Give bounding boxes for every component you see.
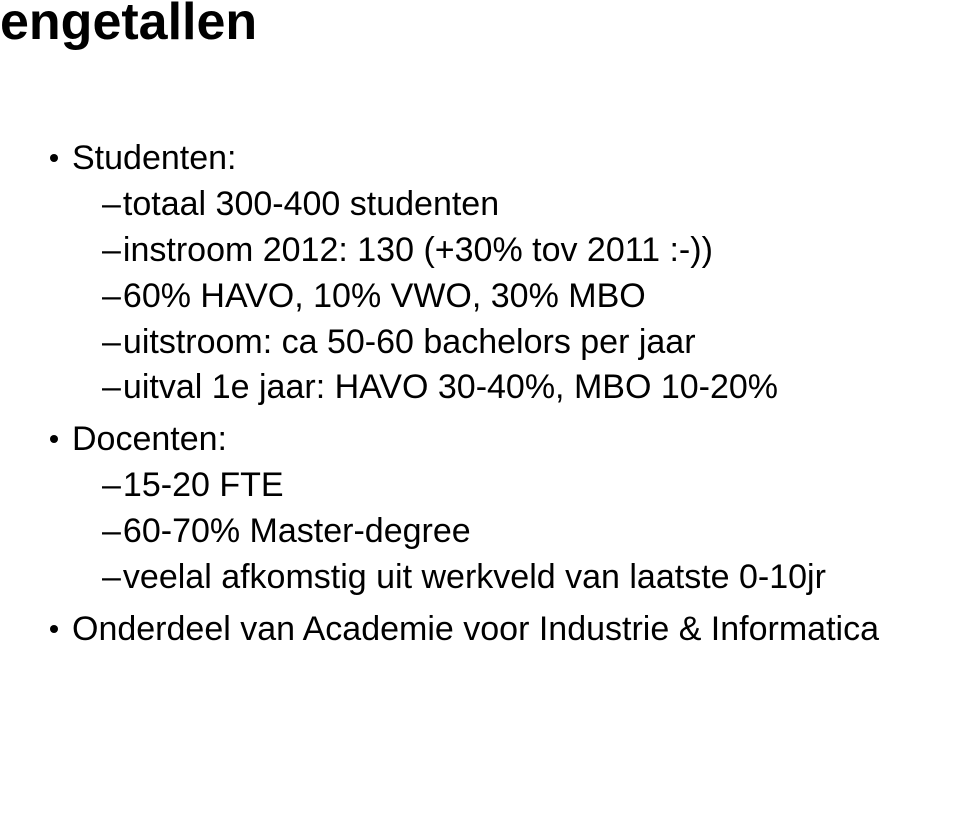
slide-body: Studenten: – totaal 300-400 studenten – … — [50, 130, 950, 653]
bullet-studenten: Studenten: — [50, 136, 950, 182]
subbullet: – 60-70% Master-degree — [102, 509, 950, 555]
bullet-icon — [50, 154, 58, 162]
dash-icon: – — [102, 509, 121, 555]
bullet-icon — [50, 435, 58, 443]
subbullet: – 15-20 FTE — [102, 463, 950, 509]
dash-icon: – — [102, 463, 121, 509]
subbullet-text: uitstroom: ca 50-60 bachelors per jaar — [123, 320, 950, 366]
dash-icon: – — [102, 320, 121, 366]
subbullet-text: instroom 2012: 130 (+30% tov 2011 :-)) — [123, 228, 950, 274]
dash-icon: – — [102, 274, 121, 320]
subbullet: – instroom 2012: 130 (+30% tov 2011 :-)) — [102, 228, 950, 274]
subbullet-text: veelal afkomstig uit werkveld van laatst… — [123, 555, 950, 601]
dash-icon: – — [102, 182, 121, 228]
subbullet: – 60% HAVO, 10% VWO, 30% MBO — [102, 274, 950, 320]
bullet-onderdeel: Onderdeel van Academie voor Industrie & … — [50, 607, 950, 653]
dash-icon: – — [102, 365, 121, 411]
subbullet-text: uitval 1e jaar: HAVO 30-40%, MBO 10-20% — [123, 365, 950, 411]
bullet-docenten: Docenten: — [50, 417, 950, 463]
bullet-label: Onderdeel van Academie voor Industrie & … — [72, 607, 950, 653]
subbullet: – uitstroom: ca 50-60 bachelors per jaar — [102, 320, 950, 366]
bullet-icon — [50, 625, 58, 633]
dash-icon: – — [102, 228, 121, 274]
bullet-label: Docenten: — [72, 417, 950, 463]
slide: engetallen Studenten: – totaal 300-400 s… — [0, 0, 960, 813]
subbullet: – uitval 1e jaar: HAVO 30-40%, MBO 10-20… — [102, 365, 950, 411]
subbullet-text: 15-20 FTE — [123, 463, 950, 509]
subbullet-text: totaal 300-400 studenten — [123, 182, 950, 228]
slide-title: engetallen — [0, 0, 257, 52]
subbullet-text: 60-70% Master-degree — [123, 509, 950, 555]
dash-icon: – — [102, 555, 121, 601]
bullet-label: Studenten: — [72, 136, 950, 182]
subbullet: – veelal afkomstig uit werkveld van laat… — [102, 555, 950, 601]
subbullet-text: 60% HAVO, 10% VWO, 30% MBO — [123, 274, 950, 320]
subbullet: – totaal 300-400 studenten — [102, 182, 950, 228]
